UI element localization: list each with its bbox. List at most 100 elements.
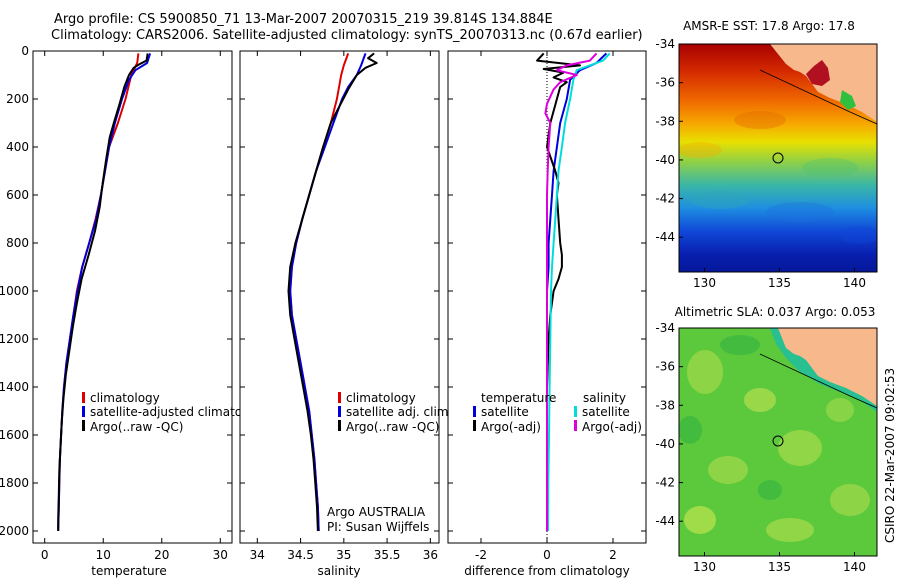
salinity-x-axis: 34 34.5 35 35.5 36 — [250, 51, 438, 562]
sst-map-title: AMSR-E SST: 17.8 Argo: 17.8 — [683, 19, 855, 33]
legend-swatch-argo — [82, 420, 85, 431]
temperature-series — [57, 53, 152, 532]
x-tick-label: -2 — [475, 548, 487, 562]
map-lat-tick-label: -40 — [655, 437, 675, 451]
legend-swatch-climatology — [82, 392, 85, 403]
sla-map-frame — [678, 327, 878, 557]
difference-series — [536, 52, 611, 532]
x-tick-label: 34 — [250, 548, 265, 562]
x-tick-label: 0 — [543, 548, 551, 562]
map-lat-tick-label: -42 — [655, 192, 675, 206]
legend-swatch-sal-satellite — [574, 406, 577, 417]
sla-map-title: Altimetric SLA: 0.037 Argo: 0.053 — [675, 305, 876, 319]
depth-tick-label: 1200 — [0, 332, 29, 346]
principal-investigator-label: PI: Susan Wijffels — [327, 520, 429, 534]
legend-label-argo: Argo(..raw -QC) — [90, 420, 183, 434]
legend-label-argo: Argo(..raw -QC) — [346, 420, 439, 434]
sst-float-location-marker — [772, 152, 784, 164]
depth-tick-label: 2000 — [0, 524, 29, 538]
sla-land-mass — [778, 328, 877, 406]
map-lat-tick-label: -36 — [655, 360, 675, 374]
salinity-depth-ticks — [240, 50, 439, 532]
float-owner-label: Argo AUSTRALIA — [327, 505, 426, 519]
x-tick-label: 36 — [423, 548, 438, 562]
map-lon-tick-label: 130 — [693, 276, 716, 290]
map-lat-tick-label: -42 — [655, 476, 675, 490]
sla-isobath — [759, 353, 877, 409]
profile-title: Argo profile: CS 5900850_71 13-Mar-2007 … — [54, 12, 553, 27]
salinity-panel: 34 34.5 35 35.5 36 salinity climatology sate… — [239, 50, 452, 578]
sla-map-axes: 130 135 140 -34 -36 -38 -40 -42 -44 — [655, 321, 866, 574]
depth-tick-label: 1000 — [0, 284, 29, 298]
salinity-legend: climatology satellite adj. clim. Argo(..… — [338, 391, 452, 434]
series-line-salinity-argo-adj — [544, 52, 598, 531]
map-lat-tick-label: -34 — [655, 37, 675, 51]
csiro-credit: CSIRO 22-Mar-2007 09:02:53 — [883, 368, 897, 543]
sla-float-location-marker — [772, 435, 784, 447]
map-lon-tick-label: 135 — [768, 276, 791, 290]
depth-tick-label: 0 — [21, 44, 29, 58]
legend-swatch-temp-satellite — [473, 406, 476, 417]
sst-isobath — [759, 69, 877, 125]
x-tick-label: 20 — [154, 548, 169, 562]
map-lon-tick-label: 135 — [768, 560, 791, 574]
x-tick-label: 0 — [41, 548, 49, 562]
sst-coastal-cool-patch — [840, 90, 856, 110]
series-line-argo-raw-qc — [57, 53, 149, 531]
series-line-salinity-satellite — [547, 52, 611, 532]
legend-label-temp-argo: Argo(-adj) — [481, 420, 541, 434]
map-lat-tick-label: -44 — [655, 230, 675, 244]
depth-tick-label: 600 — [6, 188, 29, 202]
x-tick-label: 35.5 — [374, 548, 401, 562]
legend-swatch-sal-argo — [574, 420, 577, 431]
legend-swatch-satellite — [338, 406, 341, 417]
map-lon-tick-label: 130 — [693, 560, 716, 574]
legend-swatch-temp-argo — [473, 420, 476, 431]
temperature-x-axis: 0 10 20 30 — [41, 51, 228, 562]
map-lat-tick-label: -38 — [655, 398, 675, 412]
salinity-series — [287, 52, 378, 532]
temperature-panel: 0 200 400 600 800 1000 1200 1400 1600 1800 2000 0 1… — [0, 44, 268, 578]
sst-map-panel: AMSR-E SST: 17.8 Argo: 17.8 130 135 140 -34… — [655, 19, 878, 290]
legend-label-satellite-adjusted: satellite-adjusted climatology — [90, 405, 268, 419]
legend-label-sal-satellite: satellite — [582, 405, 630, 419]
legend-label-climatology: climatology — [346, 391, 416, 405]
map-lat-tick-label: -40 — [655, 153, 675, 167]
map-lat-tick-label: -36 — [655, 76, 675, 90]
legend-heading-temperature: temperature — [481, 391, 556, 405]
map-lon-tick-label: 140 — [843, 560, 866, 574]
difference-panel: -2 0 2 difference from climatology tempera… — [447, 50, 647, 578]
sst-map-frame — [678, 43, 878, 273]
depth-tick-label: 1800 — [0, 476, 29, 490]
difference-legend: temperature satellite Argo(-adj) salinit… — [473, 391, 642, 434]
salinity-plot-frame — [239, 50, 440, 544]
depth-tick-label: 800 — [6, 236, 29, 250]
difference-depth-ticks — [448, 50, 646, 532]
legend-label-satellite-adj: satellite adj. clim. — [346, 405, 452, 419]
map-lat-tick-label: -34 — [655, 321, 675, 335]
x-tick-label: 2 — [609, 548, 617, 562]
sla-map-panel: Altimetric SLA: 0.037 Argo: 0.053 — [655, 305, 878, 574]
x-tick-label: 10 — [96, 548, 111, 562]
depth-tick-label: 1600 — [0, 428, 29, 442]
difference-xlabel: difference from climatology — [464, 564, 630, 578]
climatology-subtitle: Climatology: CARS2006. Satellite-adjuste… — [51, 28, 643, 43]
sst-coastal-warm-patch — [806, 60, 830, 86]
map-lat-tick-label: -44 — [655, 514, 675, 528]
x-tick-label: 35 — [336, 548, 351, 562]
legend-label-sal-argo: Argo(-adj) — [582, 420, 642, 434]
sla-texture — [679, 335, 870, 542]
legend-label-climatology: climatology — [90, 391, 160, 405]
series-line-argo-raw-qc — [287, 52, 378, 532]
x-tick-label: 30 — [213, 548, 228, 562]
difference-x-axis: -2 0 2 — [475, 51, 617, 562]
depth-tick-label: 1400 — [0, 380, 29, 394]
map-lat-tick-label: -38 — [655, 114, 675, 128]
legend-heading-salinity: salinity — [583, 391, 626, 405]
legend-swatch-climatology — [338, 392, 341, 403]
sst-texture — [679, 111, 877, 244]
legend-swatch-argo — [338, 420, 341, 431]
temperature-xlabel: temperature — [91, 564, 166, 578]
depth-axis: 0 200 400 600 800 1000 1200 1400 1600 1800 2000 — [0, 44, 232, 538]
